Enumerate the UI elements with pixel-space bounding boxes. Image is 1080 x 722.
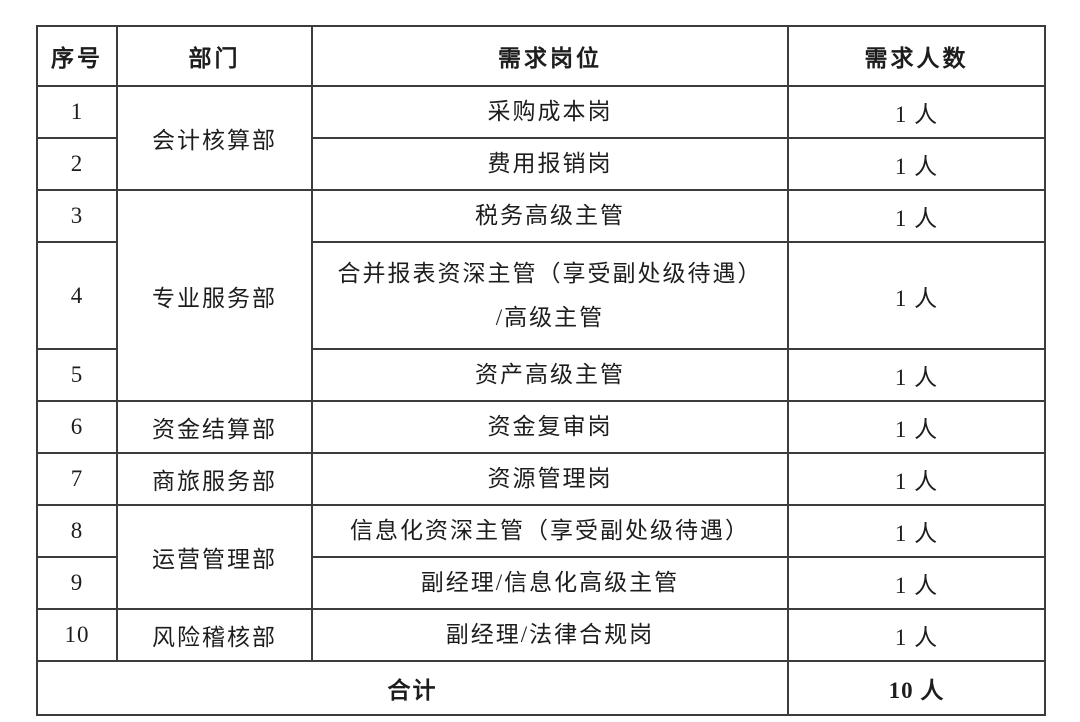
no-cell: 4 xyxy=(36,241,118,350)
table-row: 3 专业服务部 税务高级主管 1 人 xyxy=(36,189,1046,402)
headcount-cell: 1 人 xyxy=(787,189,1046,243)
department-cell: 资金结算部 xyxy=(116,400,313,454)
no-cell: 8 xyxy=(36,504,118,558)
headcount-cell: 1 人 xyxy=(787,85,1046,139)
position-cell: 信息化资深主管（享受副处级待遇） xyxy=(311,504,789,558)
position-cell: 副经理/信息化高级主管 xyxy=(311,556,789,610)
department-cell: 运营管理部 xyxy=(116,504,313,610)
no-cell: 7 xyxy=(36,452,118,506)
table-row: 10 风险稽核部 副经理/法律合规岗 1 人 xyxy=(36,608,1046,662)
department-cell: 风险稽核部 xyxy=(116,608,313,662)
total-count-cell: 10 人 xyxy=(787,660,1046,716)
table-row: 7 商旅服务部 资源管理岗 1 人 xyxy=(36,452,1046,506)
table-row: 4 合并报表资深主管（享受副处级待遇） /高级主管 1 人 xyxy=(36,241,1046,350)
headcount-cell: 1 人 xyxy=(787,556,1046,610)
recruitment-demand-table: 序号 部门 需求岗位 需求人数 1 会计核算部 采购成本岗 1 人 2 费用报销… xyxy=(36,25,1046,716)
department-cell: 商旅服务部 xyxy=(116,452,313,506)
headcount-cell: 1 人 xyxy=(787,504,1046,558)
no-cell: 10 xyxy=(36,608,118,662)
position-cell: 采购成本岗 xyxy=(311,85,789,139)
position-cell: 资产高级主管 xyxy=(311,348,789,402)
col-header-department: 部门 xyxy=(116,25,313,87)
table-row: 2 费用报销岗 1 人 xyxy=(36,137,1046,191)
department-cell: 专业服务部 xyxy=(116,189,313,402)
total-label-cell: 合计 xyxy=(36,660,789,716)
headcount-cell: 1 人 xyxy=(787,608,1046,662)
headcount-cell: 1 人 xyxy=(787,241,1046,350)
col-header-headcount: 需求人数 xyxy=(787,25,1046,87)
table-row: 6 资金结算部 资金复审岗 1 人 xyxy=(36,400,1046,454)
no-cell: 5 xyxy=(36,348,118,402)
col-header-no: 序号 xyxy=(36,25,118,87)
col-header-position: 需求岗位 xyxy=(311,25,789,87)
position-cell: 副经理/法律合规岗 xyxy=(311,608,789,662)
table-row: 8 运营管理部 信息化资深主管（享受副处级待遇） 1 人 xyxy=(36,504,1046,610)
headcount-cell: 1 人 xyxy=(787,400,1046,454)
header-row: 序号 部门 需求岗位 需求人数 xyxy=(36,25,1046,87)
headcount-cell: 1 人 xyxy=(787,348,1046,402)
no-cell: 6 xyxy=(36,400,118,454)
position-cell: 资源管理岗 xyxy=(311,452,789,506)
no-cell: 2 xyxy=(36,137,118,191)
total-row: 合计 10 人 xyxy=(36,660,1046,716)
no-cell: 3 xyxy=(36,189,118,243)
headcount-cell: 1 人 xyxy=(787,137,1046,191)
position-cell: 税务高级主管 xyxy=(311,189,789,243)
position-cell: 费用报销岗 xyxy=(311,137,789,191)
no-cell: 1 xyxy=(36,85,118,139)
no-cell: 9 xyxy=(36,556,118,610)
headcount-cell: 1 人 xyxy=(787,452,1046,506)
department-cell: 会计核算部 xyxy=(116,85,313,191)
position-cell: 合并报表资深主管（享受副处级待遇） /高级主管 xyxy=(311,241,789,350)
table-row: 1 会计核算部 采购成本岗 1 人 xyxy=(36,85,1046,191)
table-row: 5 资产高级主管 1 人 xyxy=(36,348,1046,402)
position-cell: 资金复审岗 xyxy=(311,400,789,454)
table-row: 9 副经理/信息化高级主管 1 人 xyxy=(36,556,1046,610)
